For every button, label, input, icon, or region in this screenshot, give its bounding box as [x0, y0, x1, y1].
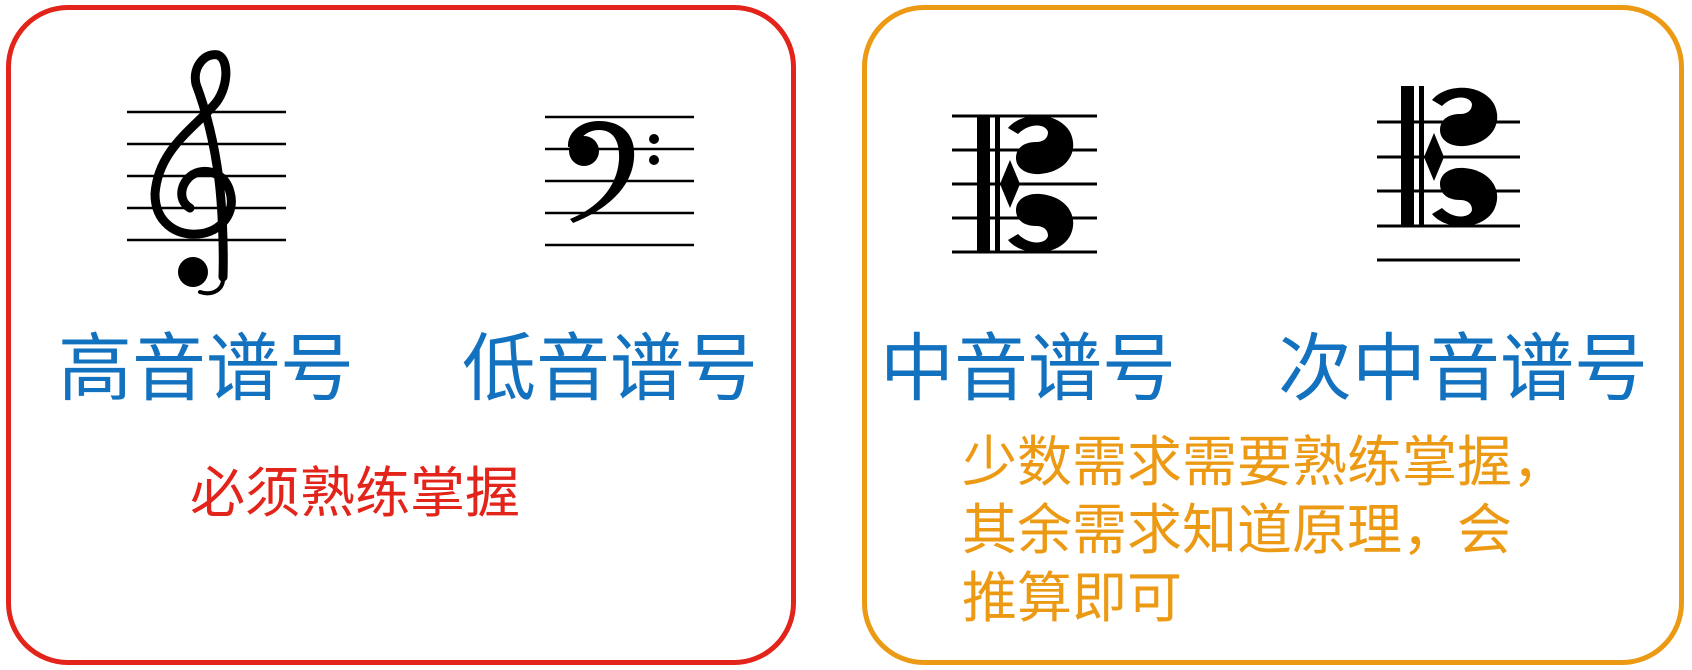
right-note-line: 其余需求知道原理，会: [962, 498, 1513, 562]
bass-clef-staff: [545, 115, 694, 247]
alto-clef-icon: [977, 115, 1074, 253]
right-note-line: 少数需求需要熟练掌握，: [962, 430, 1568, 494]
right-note-line: 推算即可: [962, 566, 1183, 630]
bass-clef-icon: [567, 121, 659, 223]
treble-clef-label: 高音谱号: [58, 326, 354, 412]
tenor-clef-staff: [1377, 86, 1520, 262]
tenor-clef-label: 次中音谱号: [1278, 326, 1648, 412]
staff-lines: [952, 114, 1097, 254]
left-panel: [6, 5, 796, 665]
bass-clef-label: 低音谱号: [462, 326, 758, 412]
alto-clef-staff: [952, 114, 1097, 254]
tenor-clef-icon: [1401, 86, 1498, 227]
left-note: 必须熟练掌握: [190, 461, 521, 525]
alto-clef-label: 中音谱号: [880, 326, 1176, 412]
treble-clef-staff: [127, 50, 286, 296]
treble-clef-icon: [150, 50, 236, 296]
right-note: 少数需求需要熟练掌握， 其余需求知道原理，会 推算即可: [962, 428, 1567, 632]
